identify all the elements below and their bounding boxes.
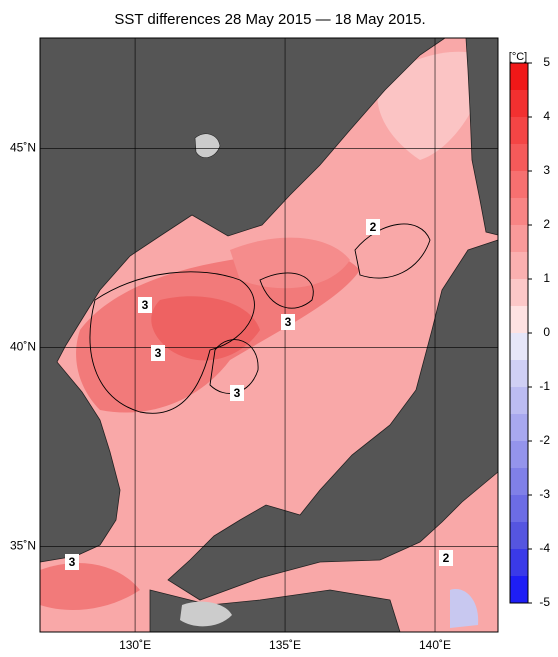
y-tick-label: 40˚N [10, 340, 36, 354]
contour-label-box [151, 345, 165, 361]
contour-label: 3 [234, 386, 241, 400]
colorbar-tick-label: 1 [543, 271, 550, 285]
colorbar-segment [510, 414, 528, 442]
land-gray [180, 601, 232, 627]
land-asia [39, 37, 447, 563]
colorbar-segment [510, 306, 528, 334]
colorbar-tick-label: 3 [543, 163, 550, 177]
colorbar-unit: [°C] [509, 51, 527, 63]
contour-label: 3 [285, 315, 292, 329]
contour-line [354, 223, 431, 279]
colorbar-segment [510, 549, 528, 577]
x-tick-label: 130˚E [119, 638, 151, 652]
colorbar-tick-label: 4 [543, 109, 550, 123]
colorbar-tick-label: -2 [539, 433, 550, 447]
contour-label-box [65, 554, 79, 570]
colorbar-segment [510, 63, 528, 91]
x-tick-label: 140˚E [419, 638, 451, 652]
y-tick-label: 45˚N [10, 140, 36, 154]
colorbar-tick-label: 2 [543, 217, 550, 231]
warm-patch [151, 296, 260, 361]
warm-patch [230, 237, 350, 289]
colorbar-tick-label: -3 [539, 487, 550, 501]
colorbar-segment [510, 360, 528, 388]
contour-label: 3 [155, 346, 162, 360]
colorbar-segment [510, 576, 528, 604]
colorbar-segment [510, 144, 528, 172]
colorbar-segment [510, 522, 528, 550]
colorbar-segment [510, 117, 528, 145]
contour-label-box [230, 385, 244, 401]
colorbar-segment [510, 279, 528, 307]
land-japan [167, 239, 499, 601]
colorbar-tick-label: -5 [539, 595, 550, 609]
contour-line [89, 271, 255, 414]
contour-label-box [281, 314, 295, 330]
colorbar-tick-label: -4 [539, 541, 550, 555]
colorbar-segment [510, 495, 528, 523]
contour-label-box [366, 219, 380, 235]
colorbar-segment [510, 225, 528, 253]
map-plot [39, 37, 499, 633]
cool-patch [377, 51, 490, 160]
contour-label-box [439, 550, 453, 566]
colorbar-tick-label: 0 [543, 325, 550, 339]
x-tick-label: 135˚E [269, 638, 301, 652]
colorbar-segment [510, 333, 528, 361]
contour-label-box [138, 297, 152, 313]
contour-label: 2 [443, 551, 450, 565]
cool-patch [450, 589, 479, 628]
contour-line [259, 272, 314, 309]
contour-label: 2 [370, 220, 377, 234]
contour-label: 3 [69, 555, 76, 569]
lake [194, 133, 221, 158]
plot-frame [39, 37, 499, 633]
y-tick-label: 35˚N [10, 539, 36, 553]
warm-patch [40, 562, 140, 610]
contour-label: 3 [142, 298, 149, 312]
colorbar-segment [510, 198, 528, 226]
title: SST differences 28 May 2015 — 18 May 201… [114, 11, 425, 28]
colorbar-segment [510, 441, 528, 469]
contour-line [209, 339, 259, 394]
colorbar-segment [510, 468, 528, 496]
colorbar-tick-label: -1 [539, 379, 550, 393]
colorbar-segment [510, 171, 528, 199]
colorbar-segment [510, 252, 528, 280]
colorbar-segment [510, 387, 528, 415]
colorbar-segment [510, 90, 528, 118]
colorbar-tick-label: 5 [543, 55, 550, 69]
